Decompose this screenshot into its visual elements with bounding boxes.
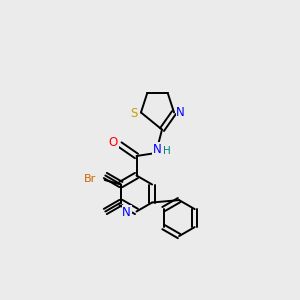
Text: N: N	[152, 143, 161, 156]
Text: S: S	[131, 107, 138, 121]
Text: H: H	[163, 146, 171, 156]
Text: Br: Br	[84, 173, 96, 184]
Text: O: O	[109, 136, 118, 149]
Text: N: N	[176, 106, 185, 119]
Text: N: N	[122, 206, 131, 219]
